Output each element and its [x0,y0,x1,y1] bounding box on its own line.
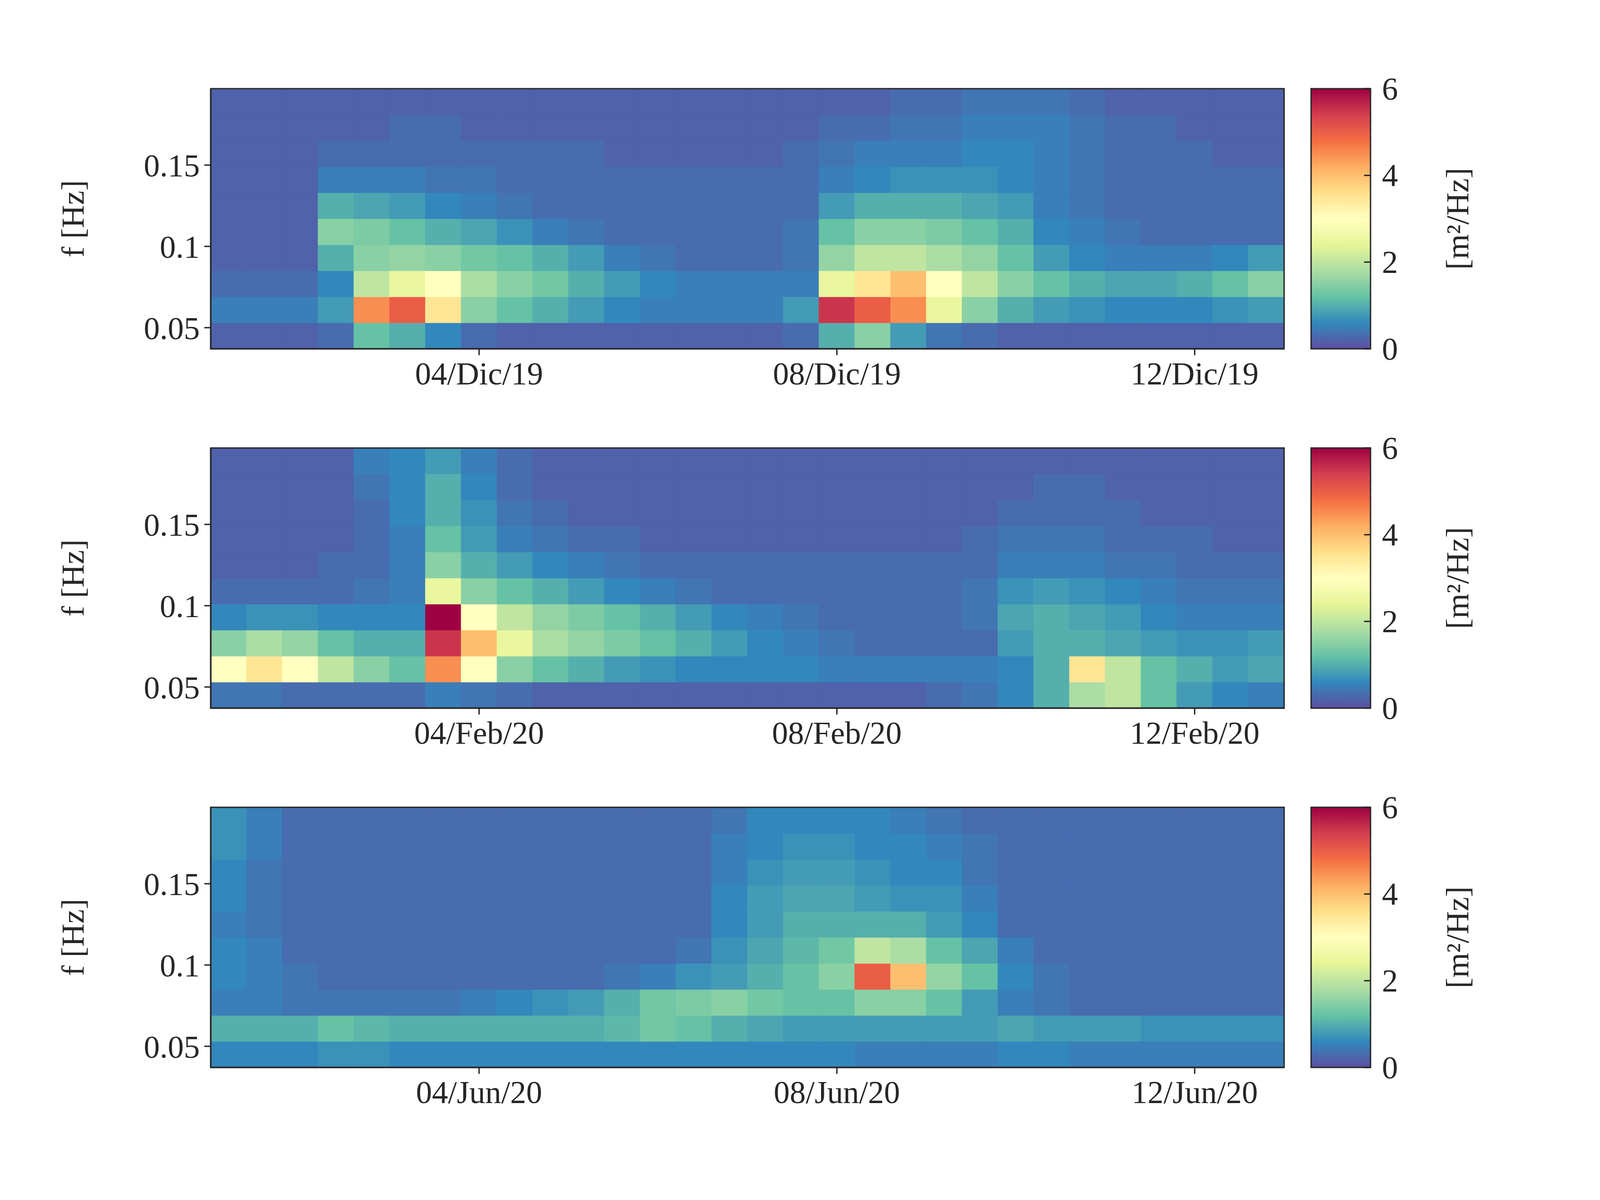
svg-text:2: 2 [1381,244,1398,280]
svg-text:0.15: 0.15 [144,866,201,902]
svg-text:4: 4 [1381,157,1398,193]
svg-text:f [Hz]: f [Hz] [55,539,91,617]
svg-text:08/Dic/19: 08/Dic/19 [773,356,902,392]
svg-text:12/Dic/19: 12/Dic/19 [1130,356,1259,392]
svg-text:0.05: 0.05 [144,670,201,706]
svg-text:2: 2 [1381,963,1398,999]
svg-text:6: 6 [1381,789,1398,826]
svg-text:[m²/Hz]: [m²/Hz] [1440,886,1476,989]
svg-text:[m²/Hz]: [m²/Hz] [1440,167,1476,270]
svg-text:f [Hz]: f [Hz] [55,180,91,258]
svg-text:0.1: 0.1 [160,588,201,624]
svg-text:0.05: 0.05 [144,310,201,347]
svg-text:0.15: 0.15 [144,148,201,184]
svg-text:4: 4 [1381,876,1398,912]
svg-text:[m²/Hz]: [m²/Hz] [1440,527,1476,630]
svg-text:0.1: 0.1 [160,948,201,984]
svg-text:0: 0 [1381,690,1398,726]
svg-text:0: 0 [1381,331,1398,367]
svg-text:0.05: 0.05 [144,1029,201,1065]
svg-text:08/Feb/20: 08/Feb/20 [772,715,902,751]
svg-text:04/Jun/20: 04/Jun/20 [416,1074,543,1110]
svg-text:0.1: 0.1 [160,229,201,265]
svg-text:12/Jun/20: 12/Jun/20 [1131,1074,1258,1110]
svg-text:f [Hz]: f [Hz] [55,898,91,976]
svg-text:4: 4 [1381,517,1398,553]
svg-text:04/Feb/20: 04/Feb/20 [414,715,544,751]
svg-text:08/Jun/20: 08/Jun/20 [773,1074,901,1110]
svg-text:6: 6 [1381,430,1398,466]
svg-text:0.15: 0.15 [144,507,201,543]
svg-text:0: 0 [1381,1050,1398,1086]
svg-text:6: 6 [1381,71,1398,107]
svg-text:2: 2 [1381,603,1398,640]
svg-text:12/Feb/20: 12/Feb/20 [1129,715,1260,751]
svg-text:04/Dic/19: 04/Dic/19 [415,356,544,392]
